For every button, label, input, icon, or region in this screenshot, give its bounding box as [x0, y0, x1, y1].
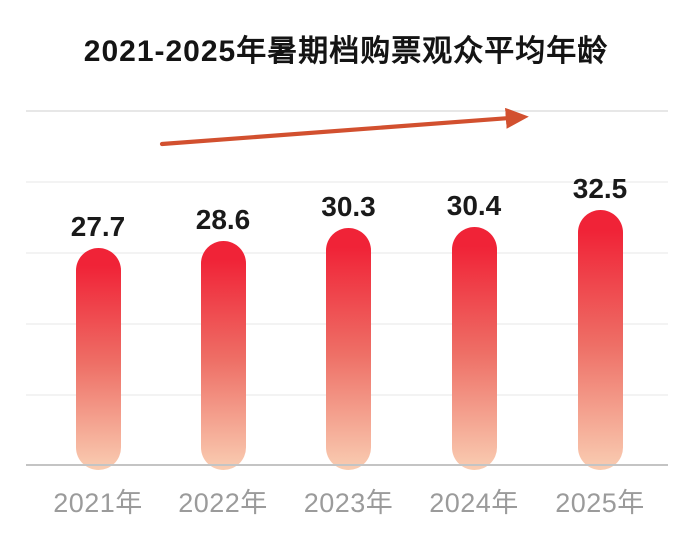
- bar-value-label: 30.4: [446, 189, 502, 221]
- bar: [577, 210, 623, 470]
- x-axis-line: [26, 464, 668, 466]
- x-axis-label: 2025年: [555, 488, 645, 518]
- trend-arrow-icon: [159, 107, 529, 147]
- bar: [326, 227, 371, 470]
- trend-arrow-line: [159, 107, 529, 147]
- x-axis-label: 2024年: [429, 488, 519, 518]
- bar-value-label: 28.6: [195, 204, 251, 236]
- x-axis-label: 2023年: [303, 488, 394, 518]
- bar: [75, 248, 121, 470]
- gridline: [26, 181, 668, 183]
- bar: [200, 241, 246, 470]
- bar-value-label: 30.3: [321, 190, 376, 222]
- bar-value-label: 27.7: [70, 211, 126, 243]
- x-axis-label: 2022年: [178, 488, 268, 518]
- bar-value-label: 32.5: [572, 173, 628, 204]
- gridline: [26, 110, 668, 112]
- bar: [451, 226, 497, 470]
- chart-title: 2021-2025年暑期档购票观众平均年龄: [83, 35, 609, 68]
- x-axis-label: 2021年: [53, 488, 143, 518]
